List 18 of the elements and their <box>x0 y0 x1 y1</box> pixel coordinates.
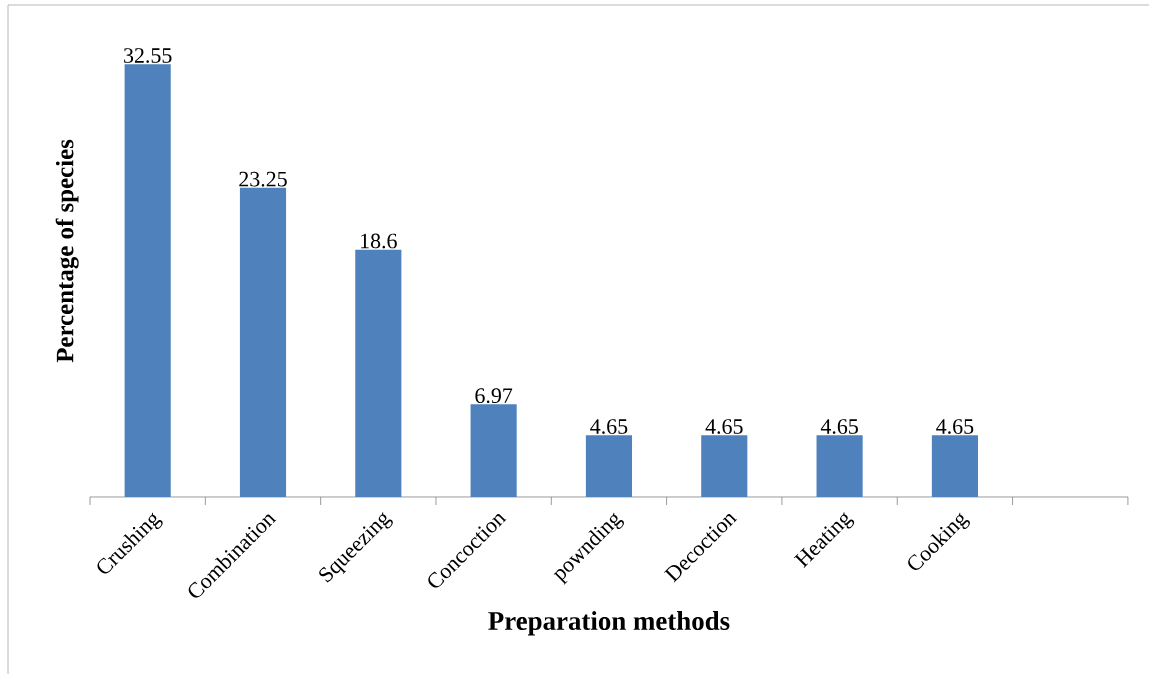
bar <box>470 404 517 497</box>
data-label: 23.25 <box>239 171 287 187</box>
data-label: 4.65 <box>705 419 743 434</box>
bar <box>701 435 748 497</box>
data-label: 4.65 <box>820 419 858 434</box>
bar <box>931 435 978 497</box>
data-label: 4.65 <box>936 419 974 434</box>
bar <box>124 64 171 497</box>
y-axis-title: Percentage of species <box>55 139 79 363</box>
bar <box>239 187 287 497</box>
data-label: 6.97 <box>475 388 513 404</box>
data-label: 32.55 <box>124 48 172 63</box>
bar <box>816 435 863 497</box>
data-label: 18.6 <box>361 233 397 249</box>
x-axis-title: Preparation methods <box>488 611 730 636</box>
data-label: 4.65 <box>590 419 628 434</box>
bar <box>585 435 633 497</box>
bar <box>355 249 402 497</box>
